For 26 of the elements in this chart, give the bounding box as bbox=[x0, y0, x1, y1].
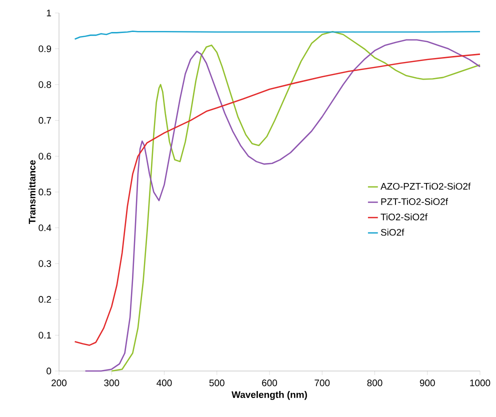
y-tick-label: 0.9 bbox=[38, 45, 52, 52]
legend-label: AZO-PZT-TiO2-SiO2f bbox=[380, 182, 471, 190]
x-tick-label: 700 bbox=[314, 380, 330, 386]
x-tick-label: 300 bbox=[104, 380, 120, 386]
y-tick-label: 1 bbox=[46, 10, 52, 16]
y-axis-title: Transmittance bbox=[28, 160, 36, 224]
y-tick-label: 0.5 bbox=[38, 188, 52, 196]
x-tick-label: 500 bbox=[209, 380, 224, 386]
x-tick-label: 1000 bbox=[470, 380, 490, 386]
legend-label: SiO2f bbox=[380, 228, 404, 236]
y-tick-label: 0.2 bbox=[38, 296, 52, 303]
y-tick-label: 0.3 bbox=[38, 260, 52, 267]
y-tick-label: 0.6 bbox=[38, 152, 52, 160]
y-tick-label: 0.4 bbox=[38, 224, 52, 232]
x-tick-label: 800 bbox=[367, 380, 382, 386]
y-tick-label: 0.7 bbox=[38, 117, 52, 124]
x-tick-label: 200 bbox=[52, 380, 67, 386]
x-tick-label: 600 bbox=[262, 380, 278, 386]
x-tick-label: 900 bbox=[420, 380, 435, 386]
x-axis-title: Wavelength (nm) bbox=[232, 391, 307, 400]
legend-label: PZT-TiO2-SiO2f bbox=[381, 198, 448, 206]
legend-label: TiO2-SiO2f bbox=[380, 213, 428, 220]
y-tick-label: 0.8 bbox=[38, 81, 52, 88]
y-tick-label: 0 bbox=[46, 368, 52, 374]
y-tick-label: 0.1 bbox=[38, 332, 52, 339]
x-tick-label: 400 bbox=[156, 380, 172, 386]
